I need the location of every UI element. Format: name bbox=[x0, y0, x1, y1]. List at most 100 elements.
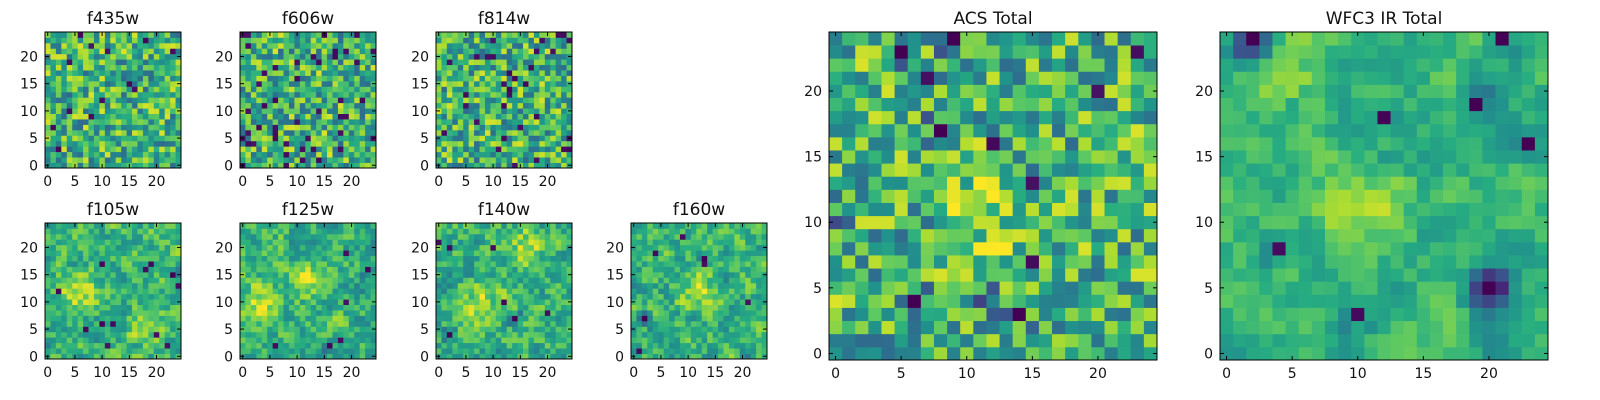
heatmap-cell bbox=[490, 261, 497, 267]
heatmap-cell bbox=[468, 304, 475, 311]
heatmap-cell bbox=[745, 293, 752, 300]
heatmap-cell bbox=[555, 239, 562, 246]
heatmap-cell bbox=[288, 223, 295, 229]
heatmap-cell bbox=[718, 342, 724, 349]
heatmap-cell bbox=[523, 353, 529, 360]
heatmap-cell bbox=[137, 162, 144, 169]
heatmap-cell bbox=[555, 140, 562, 147]
heatmap-cell bbox=[55, 140, 62, 147]
heatmap-cell bbox=[1143, 255, 1158, 269]
heatmap-cell bbox=[256, 162, 263, 169]
heatmap-cell bbox=[690, 337, 697, 344]
heatmap-cell bbox=[61, 140, 68, 147]
heatmap-cell bbox=[110, 113, 117, 120]
heatmap-cell bbox=[164, 353, 171, 360]
heatmap-cell bbox=[261, 108, 268, 114]
heatmap-cell bbox=[170, 146, 176, 153]
heatmap-cell bbox=[66, 277, 73, 284]
heatmap-cell bbox=[137, 113, 144, 120]
heatmap-cell bbox=[446, 37, 453, 44]
heatmap-cell bbox=[881, 255, 895, 269]
heatmap-cell bbox=[555, 310, 562, 316]
heatmap-cell bbox=[359, 157, 366, 163]
heatmap-cell bbox=[561, 146, 567, 153]
heatmap-cell bbox=[159, 162, 166, 169]
heatmap-cell bbox=[365, 288, 371, 295]
heatmap-cell bbox=[55, 42, 62, 49]
heatmap-cell bbox=[669, 282, 675, 289]
heatmap-cell bbox=[83, 239, 89, 246]
heatmap-cell bbox=[83, 299, 89, 305]
heatmap-cell bbox=[77, 108, 84, 114]
heatmap-cell bbox=[512, 37, 518, 44]
heatmap-cell bbox=[1091, 215, 1105, 230]
heatmap-cell bbox=[45, 86, 51, 93]
heatmap-cell bbox=[685, 337, 692, 344]
heatmap-cell bbox=[55, 48, 62, 55]
heatmap-cell bbox=[305, 315, 312, 322]
heatmap-cell bbox=[512, 91, 518, 98]
heatmap-cell bbox=[55, 102, 62, 109]
heatmap-cell bbox=[474, 277, 480, 284]
heatmap-cell bbox=[539, 250, 546, 257]
heatmap-cell bbox=[463, 70, 470, 76]
heatmap-cell bbox=[501, 162, 508, 169]
heatmap-cell bbox=[159, 271, 166, 278]
heatmap-cell bbox=[256, 337, 263, 344]
heatmap-cell bbox=[739, 337, 746, 344]
heatmap-cell bbox=[250, 288, 257, 295]
heatmap-cell bbox=[512, 97, 518, 104]
heatmap-cell bbox=[83, 42, 89, 49]
heatmap-cell bbox=[479, 124, 486, 131]
heatmap-cell bbox=[973, 268, 987, 282]
heatmap-cell bbox=[701, 326, 708, 333]
heatmap-cell bbox=[359, 228, 366, 235]
heatmap-cell bbox=[88, 32, 95, 38]
heatmap-cell bbox=[999, 163, 1014, 177]
heatmap-cell bbox=[728, 315, 735, 322]
heatmap-cell bbox=[148, 266, 155, 273]
heatmap-cell bbox=[55, 228, 62, 235]
heatmap-cell bbox=[436, 75, 442, 82]
heatmap-cell bbox=[348, 315, 355, 322]
heatmap-cell bbox=[1078, 202, 1092, 217]
heatmap-cell bbox=[104, 271, 111, 278]
heatmap-cell bbox=[159, 293, 166, 300]
heatmap-cell bbox=[750, 228, 757, 235]
heatmap-cell bbox=[245, 277, 252, 284]
heatmap-cell bbox=[933, 176, 948, 190]
heatmap-cell bbox=[441, 244, 448, 251]
heatmap-cell bbox=[696, 255, 703, 262]
heatmap-cell bbox=[679, 282, 686, 289]
heatmap-cell bbox=[348, 59, 355, 66]
heatmap-cell bbox=[490, 53, 497, 60]
heatmap-cell bbox=[855, 294, 869, 308]
heatmap-cell bbox=[685, 320, 692, 327]
heatmap-cell bbox=[245, 288, 252, 295]
heatmap-cell bbox=[354, 102, 361, 109]
y-tick-label: 15 bbox=[411, 268, 429, 284]
heatmap-cell bbox=[93, 250, 100, 257]
heatmap-cell bbox=[1065, 202, 1079, 217]
heatmap-cell bbox=[88, 288, 95, 295]
heatmap-cell bbox=[501, 119, 508, 125]
y-tick-label: 10 bbox=[215, 295, 233, 311]
heatmap-cell bbox=[457, 282, 464, 289]
heatmap-cell bbox=[658, 233, 665, 240]
heatmap-cell bbox=[354, 266, 361, 273]
heatmap-cell bbox=[359, 129, 366, 136]
heatmap-cell bbox=[696, 348, 703, 354]
heatmap-cell bbox=[1091, 228, 1105, 243]
heatmap-cell bbox=[523, 157, 529, 163]
heatmap-cell bbox=[310, 228, 317, 235]
heatmap-cell bbox=[288, 135, 295, 142]
heatmap-cell bbox=[663, 299, 670, 305]
heatmap-cell bbox=[641, 348, 648, 354]
heatmap-cell bbox=[658, 293, 665, 300]
heatmap-cell bbox=[256, 266, 263, 273]
heatmap-cell bbox=[294, 80, 301, 87]
heatmap-cell bbox=[55, 86, 62, 93]
heatmap-cell bbox=[99, 320, 106, 327]
heatmap-cell bbox=[707, 310, 713, 316]
heatmap-cell bbox=[1117, 346, 1132, 361]
